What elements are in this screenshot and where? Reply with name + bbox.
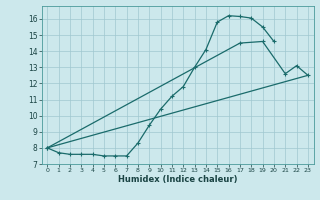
X-axis label: Humidex (Indice chaleur): Humidex (Indice chaleur) xyxy=(118,175,237,184)
